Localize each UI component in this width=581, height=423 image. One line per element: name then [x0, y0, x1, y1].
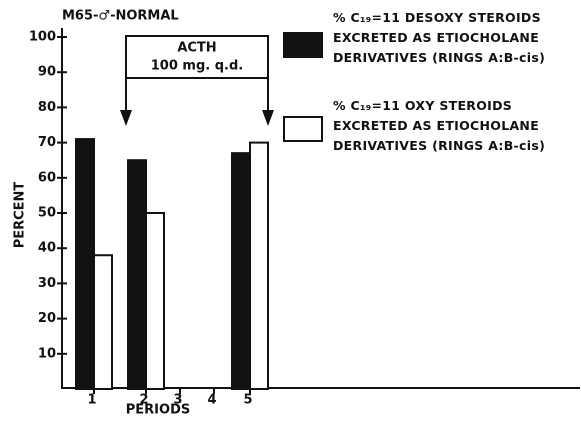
y-tick-label: 10 [38, 346, 56, 361]
y-tick-label: 70 [38, 135, 56, 150]
annotation-text: 100 mg. q.d. [151, 59, 243, 74]
x-tick-label: 1 [87, 393, 96, 408]
y-tick-label: 30 [38, 276, 56, 291]
y-tick-label: 60 [38, 170, 56, 185]
arrow [120, 110, 132, 126]
y-tick-label: 100 [29, 30, 56, 45]
legend-entry: % C₁₉=11 DESOXY STEROIDS EXCRETED AS ETI… [333, 10, 546, 65]
y-tick-label: 50 [38, 206, 56, 221]
y-tick-label: 20 [38, 311, 56, 326]
arrow [262, 110, 274, 126]
annotation-text: ACTH [177, 41, 216, 56]
bar [249, 141, 269, 390]
y-tick-label: 80 [38, 100, 56, 115]
chart-title: M65-♂-NORMAL [62, 9, 179, 24]
bar [231, 152, 251, 390]
legend-swatch [283, 32, 323, 58]
y-tick-label: 40 [38, 241, 56, 256]
x-tick-label: 5 [243, 393, 252, 408]
bar [93, 254, 113, 390]
legend-entry: % C₁₉=11 OXY STEROIDS EXCRETED AS ETIOCH… [333, 98, 546, 153]
bar [75, 138, 95, 390]
legend-swatch [283, 116, 323, 142]
bar [145, 212, 165, 390]
x-tick-label: 4 [207, 393, 216, 408]
y-tick-label: 90 [38, 65, 56, 80]
annotation-bracket [125, 35, 269, 110]
y-axis-label: PERCENT [13, 182, 28, 249]
x-tick-label: 3 [173, 393, 182, 408]
bar [127, 159, 147, 390]
x-tick-label: 2 [139, 393, 148, 408]
x-axis-label: PERIODS [126, 403, 190, 418]
